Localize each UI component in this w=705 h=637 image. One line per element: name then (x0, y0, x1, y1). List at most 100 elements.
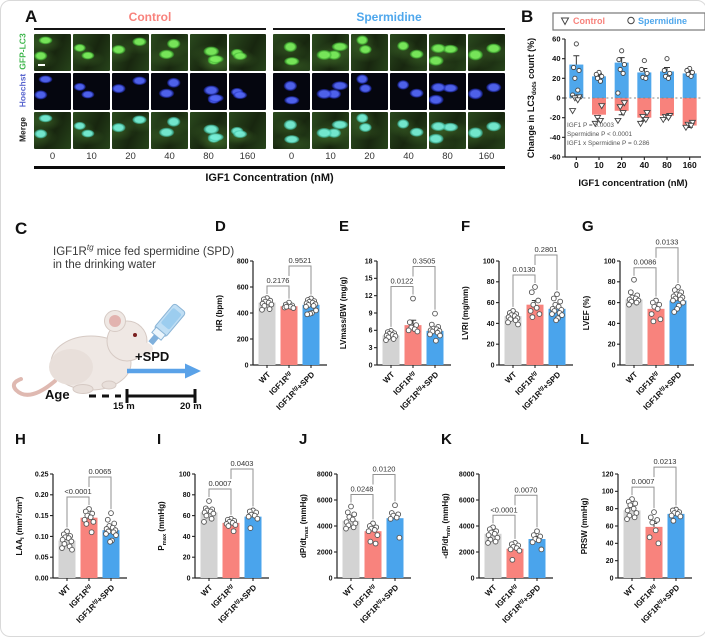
mouse-snout (131, 342, 153, 356)
svg-text:WT: WT (199, 583, 214, 598)
svg-text:200: 200 (237, 336, 249, 343)
micrograph-hoechst-ctl-0 (34, 73, 71, 110)
micrograph-merge-spd-20 (351, 112, 388, 149)
micrograph-merge-ctl-80 (190, 112, 227, 149)
svg-text:0: 0 (369, 362, 373, 369)
svg-text:F: F (461, 218, 470, 235)
svg-text:-40: -40 (550, 133, 561, 142)
micrograph-gfp-ctl-20 (112, 34, 149, 71)
panel-c-caption-line2: in the drinking water (53, 259, 156, 271)
mouse-eye (133, 333, 137, 337)
svg-text:4000: 4000 (317, 523, 333, 530)
svg-text:0.0070: 0.0070 (515, 485, 538, 494)
lc3-change-chart: Control Spermidine -60 -40 -20 0 20 40 60 0 10 20 40… (526, 12, 705, 189)
svg-text:LVmass/BW (mg/g): LVmass/BW (mg/g) (339, 277, 348, 350)
bottle-spout (148, 334, 159, 346)
svg-text:WT: WT (624, 370, 639, 385)
svg-text:<0.0001: <0.0001 (490, 505, 517, 514)
concentration-label: 10 (325, 151, 336, 162)
micrograph-merge-spd-160 (468, 112, 505, 149)
svg-text:40: 40 (552, 54, 560, 63)
svg-text:40: 40 (608, 321, 616, 328)
svg-text:20: 20 (617, 160, 627, 170)
micrograph-gfp-spd-20 (351, 34, 388, 71)
micrograph-hoechst-spd-0 (273, 73, 310, 110)
svg-text:K: K (441, 431, 452, 448)
svg-text:Spermidine: Spermidine (638, 16, 687, 26)
svg-text:0: 0 (245, 362, 249, 369)
svg-text:18: 18 (365, 258, 373, 265)
svg-text:100: 100 (602, 489, 614, 496)
row-label-merge: Merge (17, 116, 28, 143)
micrograph-gfp-ctl-0 (34, 34, 71, 71)
svg-text:0.20: 0.20 (35, 492, 49, 499)
panel-b-label: B (521, 7, 534, 26)
svg-text:0.0130: 0.0130 (513, 265, 536, 274)
micrograph-hoechst-ctl-80 (190, 73, 227, 110)
svg-text:2000: 2000 (459, 549, 475, 556)
svg-text:80: 80 (487, 279, 495, 286)
micrograph-merge-ctl-20 (112, 112, 149, 149)
svg-text:0.0213: 0.0213 (654, 457, 677, 466)
svg-text:60: 60 (487, 300, 495, 307)
micrograph-hoechst-ctl-40 (151, 73, 188, 110)
svg-text:2000: 2000 (317, 549, 333, 556)
svg-text:80: 80 (608, 279, 616, 286)
svg-text:WT: WT (622, 583, 637, 598)
micrograph-gfp-ctl-160 (229, 34, 266, 71)
concentration-label: 80 (442, 151, 453, 162)
concentration-label: 20 (364, 151, 375, 162)
svg-text:WT: WT (257, 370, 272, 385)
panel-h-chart: H 0.00 0.05 0.10 0.15 0.20 0.25 LAAi (mm²/cm²) W… (15, 431, 127, 625)
svg-text:12: 12 (365, 293, 373, 300)
svg-text:G: G (582, 218, 594, 235)
svg-text:100: 100 (604, 258, 616, 265)
svg-text:0.9521: 0.9521 (289, 256, 312, 265)
svg-text:<0.0001: <0.0001 (64, 487, 91, 496)
svg-text:L: L (580, 431, 589, 448)
svg-text:9: 9 (369, 310, 373, 317)
micrograph-hoechst-ctl-20 (112, 73, 149, 110)
micrograph-gfp-ctl-80 (190, 34, 227, 71)
svg-text:3: 3 (369, 345, 373, 352)
svg-text:J: J (299, 431, 307, 448)
svg-text:160: 160 (683, 160, 697, 170)
micrograph-hoechst-spd-20 (351, 73, 388, 110)
micrograph-hoechst-spd-40 (390, 73, 427, 110)
svg-text:0.2176: 0.2176 (267, 276, 290, 285)
mouse-foot (72, 384, 94, 394)
micrograph-merge-ctl-40 (151, 112, 188, 149)
svg-text:0: 0 (491, 362, 495, 369)
svg-text:0.3505: 0.3505 (413, 257, 436, 266)
spermidine-header-rule (273, 28, 505, 30)
micrograph-gfp-spd-40 (390, 34, 427, 71)
svg-text:0: 0 (471, 575, 475, 582)
concentration-label: 0 (288, 151, 295, 162)
svg-text:800: 800 (237, 258, 249, 265)
svg-text:0.15: 0.15 (35, 513, 49, 520)
svg-text:60: 60 (183, 513, 191, 520)
svg-text:20: 20 (608, 342, 616, 349)
concentration-label: 40 (403, 151, 414, 162)
panel-c-label: C (15, 219, 28, 238)
svg-text:8000: 8000 (317, 471, 333, 478)
svg-text:600: 600 (237, 284, 249, 291)
svg-text:60: 60 (608, 300, 616, 307)
svg-text:0.0120: 0.0120 (373, 465, 396, 474)
mouse-tail (11, 377, 57, 397)
panel-a-x-axis-label: IGF1 Concentration (nM) (205, 172, 334, 184)
svg-text:0.0122: 0.0122 (391, 277, 414, 286)
micrograph-merge-ctl-0 (34, 112, 71, 149)
svg-text:IGF1 P = 0.0003: IGF1 P = 0.0003 (567, 122, 614, 129)
svg-text:6000: 6000 (459, 497, 475, 504)
svg-text:100: 100 (179, 471, 191, 478)
svg-text:PRSW (mmHg): PRSW (mmHg) (580, 497, 589, 554)
svg-text:-60: -60 (550, 153, 561, 162)
svg-text:60: 60 (606, 523, 614, 530)
svg-text:WT: WT (341, 583, 356, 598)
